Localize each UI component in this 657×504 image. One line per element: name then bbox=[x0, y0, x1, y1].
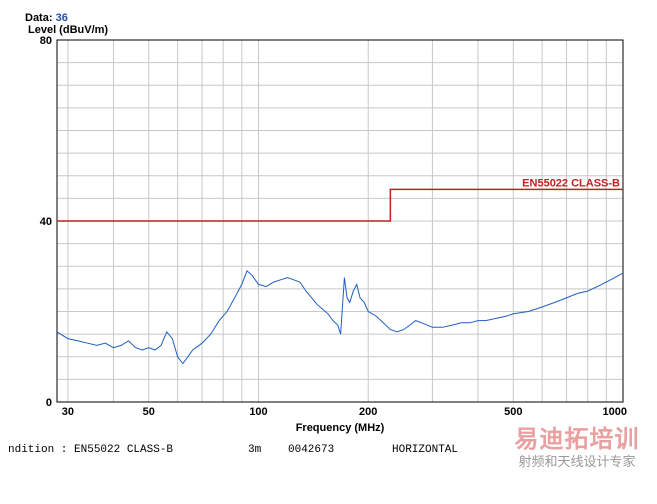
y-axis-label: Level (dBuV/m) bbox=[28, 24, 108, 36]
emc-chart: Data: 36 Level (dBuV/m) 0 40 80 30 50 100 200… bbox=[25, 12, 627, 434]
limit-line bbox=[57, 188, 623, 222]
footer-condition: ndition : EN55022 CLASS-B bbox=[8, 444, 174, 456]
data-value: 36 bbox=[56, 12, 68, 24]
x-tick-label: 500 bbox=[504, 406, 522, 418]
data-label: Data: 36 bbox=[25, 12, 68, 24]
emission-trace bbox=[56, 269, 624, 365]
watermark-subtitle: 射频和天线设计专家 bbox=[518, 455, 636, 470]
footer-distance: 3m bbox=[248, 444, 262, 456]
test-condition-footer: ndition : EN55022 CLASS-B 3m 0042673 HOR… bbox=[8, 444, 458, 504]
watermark-title: 易迪拓培训 bbox=[514, 425, 640, 453]
footer-polarization: HORIZONTAL bbox=[392, 444, 459, 456]
x-axis-label: Frequency (MHz) bbox=[296, 422, 385, 434]
limit-label: EN55022 CLASS-B bbox=[522, 177, 620, 189]
x-tick-label: 1000 bbox=[603, 406, 627, 418]
x-axis-ticks: 30 50 100 200 500 1000 bbox=[62, 406, 627, 418]
y-axis-ticks: 0 40 80 bbox=[40, 35, 52, 409]
x-tick-label: 200 bbox=[359, 406, 377, 418]
watermark-logo: 易迪拓培训 射频和天线设计专家 bbox=[498, 424, 656, 476]
x-tick-label: 100 bbox=[249, 406, 267, 418]
y-tick-label: 40 bbox=[40, 216, 52, 228]
y-tick-label: 0 bbox=[46, 397, 52, 409]
footer-id: 0042673 bbox=[288, 444, 335, 456]
x-tick-label: 30 bbox=[62, 406, 74, 418]
x-tick-label: 50 bbox=[143, 406, 155, 418]
y-tick-label: 80 bbox=[40, 35, 52, 47]
